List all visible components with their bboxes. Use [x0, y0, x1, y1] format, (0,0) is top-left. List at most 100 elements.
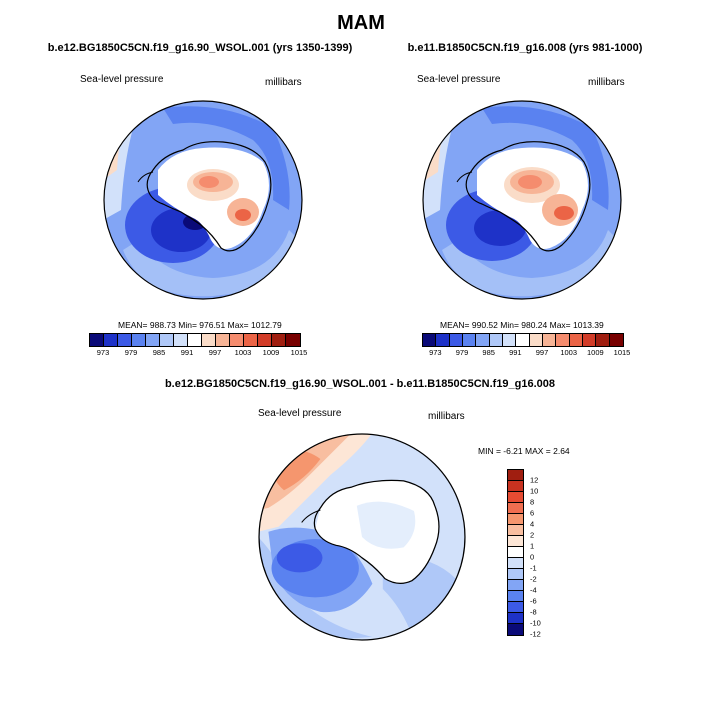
antarctica-coastline: [146, 141, 272, 252]
colorbar-swatch: [508, 514, 523, 525]
panel-2-variable-label: Sea-level pressure: [417, 74, 501, 85]
colorbar-swatch: [596, 334, 610, 346]
colorbar-swatch: [556, 334, 570, 346]
colorbar-swatch: [272, 334, 286, 346]
antarctica-coastline: [465, 141, 591, 252]
panel-2-stats: MEAN= 990.52 Min= 980.24 Max= 1013.39: [440, 320, 604, 330]
colorbar-swatch: [508, 470, 523, 481]
colorbar-swatch: [132, 334, 146, 346]
colorbar-swatch: [529, 334, 543, 346]
colorbar-swatch: [508, 481, 523, 492]
colorbar-tick-label: 1003: [234, 348, 252, 357]
colorbar-tick-label: 4: [530, 519, 535, 529]
colorbar-swatch: [489, 334, 503, 346]
panel-1-variable-label: Sea-level pressure: [80, 74, 164, 85]
colorbar-swatch: [436, 334, 450, 346]
page-title: MAM: [337, 12, 385, 34]
diff-polar-map: [258, 433, 466, 641]
colorbar-swatch: [508, 503, 523, 514]
colorbar-swatch: [104, 334, 118, 346]
map-boundary: [422, 100, 622, 300]
colorbar-swatch: [502, 334, 517, 346]
colorbar-tick-label: 1015: [290, 348, 308, 357]
colorbar-swatch: [230, 334, 244, 346]
colorbar-swatch: [146, 334, 160, 346]
diff-case-title: b.e12.BG1850C5CN.f19_g16.90_WSOL.001 - b…: [164, 378, 556, 390]
colorbar-tick-label: 973: [96, 348, 110, 357]
colorbar-swatch: [542, 334, 557, 346]
colorbar-swatch: [216, 334, 230, 346]
colorbar-swatch: [476, 334, 490, 346]
panel-2-colorbar: [422, 333, 624, 347]
colorbar-swatch: [258, 334, 272, 346]
diff-stats: MIN = -6.21 MAX = 2.64: [478, 446, 570, 456]
colorbar-tick-label: 6: [530, 508, 535, 518]
colorbar-swatch: [582, 334, 597, 346]
colorbar-tick-label: -8: [530, 607, 537, 617]
panel-1-colorbar-ticks: 973 979 985 991 997 1003 1009 1015: [89, 348, 308, 360]
colorbar-swatch: [569, 334, 583, 346]
colorbar-swatch: [508, 624, 523, 635]
colorbar-swatch: [508, 580, 523, 591]
diff-colorbar: [507, 469, 524, 636]
colorbar-swatch: [423, 334, 437, 346]
colorbar-tick-label: -10: [530, 618, 541, 628]
colorbar-tick-label: 8: [530, 497, 535, 507]
colorbar-tick-label: 985: [482, 348, 495, 357]
colorbar-swatch: [508, 558, 523, 569]
antarctica-coastline: [313, 479, 440, 584]
colorbar-tick-label: -2: [530, 574, 537, 584]
colorbar-tick-label: 0: [530, 552, 535, 562]
colorbar-swatch: [508, 591, 523, 602]
panel-2-case-title: b.e11.B1850C5CN.f19_g16.008 (yrs 981-100…: [407, 42, 643, 54]
colorbar-tick-label: 997: [208, 348, 222, 357]
colorbar-swatch: [609, 334, 623, 346]
map-boundary: [103, 100, 303, 300]
colorbar-swatch: [286, 334, 300, 346]
panel-1-colorbar: [89, 333, 301, 347]
diff-units-label: millibars: [428, 411, 465, 422]
colorbar-swatch: [508, 602, 523, 613]
colorbar-tick-label: 1015: [613, 348, 631, 357]
colorbar-swatch: [449, 334, 463, 346]
diff-colorbar-ticks: 12 10 8 6 4 2 1 0 -1 -2 -4 -6 -8 -10 -12: [530, 469, 560, 639]
colorbar-tick-label: 12: [530, 475, 539, 485]
colorbar-swatch: [508, 547, 523, 558]
colorbar-tick-label: 1009: [262, 348, 280, 357]
colorbar-tick-label: 979: [124, 348, 138, 357]
colorbar-swatch: [118, 334, 132, 346]
colorbar-swatch: [188, 334, 202, 346]
colorbar-tick-label: -4: [530, 585, 537, 595]
colorbar-tick-label: -12: [530, 629, 541, 639]
panel-2-units-label: millibars: [588, 77, 625, 88]
colorbar-swatch: [90, 334, 104, 346]
colorbar-swatch: [202, 334, 216, 346]
colorbar-tick-label: 10: [530, 486, 539, 496]
map-boundary: [258, 433, 466, 641]
panel-1-units-label: millibars: [265, 77, 302, 88]
colorbar-swatch: [160, 334, 174, 346]
colorbar-tick-label: 991: [509, 348, 522, 357]
colorbar-swatch: [508, 492, 523, 503]
colorbar-swatch: [508, 569, 523, 580]
colorbar-tick-label: 979: [455, 348, 469, 357]
panel-1-polar-map: [103, 100, 303, 300]
colorbar-tick-label: 991: [180, 348, 194, 357]
colorbar-tick-label: 985: [152, 348, 166, 357]
colorbar-tick-label: 1003: [560, 348, 577, 357]
colorbar-swatch: [516, 334, 530, 346]
colorbar-tick-label: -1: [530, 563, 537, 573]
colorbar-swatch: [508, 613, 523, 624]
colorbar-tick-label: 2: [530, 530, 535, 540]
colorbar-swatch: [508, 536, 523, 547]
panel-2-colorbar-ticks: 973 979 985 991 997 1003 1009 1015: [422, 348, 630, 360]
colorbar-tick-label: 973: [429, 348, 442, 357]
colorbar-swatch: [174, 334, 188, 346]
colorbar-swatch: [508, 525, 523, 536]
colorbar-tick-label: -6: [530, 596, 537, 606]
diff-variable-label: Sea-level pressure: [258, 408, 342, 419]
colorbar-tick-label: 1: [530, 541, 535, 551]
colorbar-tick-label: 997: [535, 348, 549, 357]
panel-1-case-title: b.e12.BG1850C5CN.f19_g16.90_WSOL.001 (yr…: [47, 42, 353, 54]
colorbar-swatch: [244, 334, 258, 346]
